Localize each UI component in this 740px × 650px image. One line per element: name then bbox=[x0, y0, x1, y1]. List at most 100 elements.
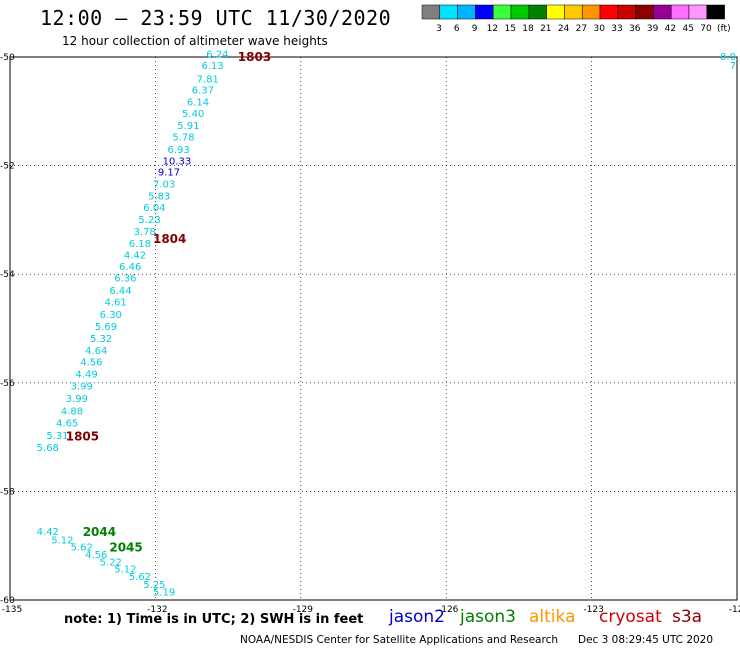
wave-height-point: 4.42 bbox=[124, 251, 146, 262]
wave-height-point: 6.37 bbox=[192, 86, 214, 97]
legend-swatch bbox=[528, 4, 547, 20]
x-tick-label: -129 bbox=[293, 605, 314, 615]
legend-swatch bbox=[546, 4, 565, 20]
legend-label: 27 bbox=[576, 24, 587, 34]
legend-swatch bbox=[670, 4, 690, 20]
legend-swatch bbox=[457, 4, 476, 20]
wave-height-point: 4.65 bbox=[56, 419, 78, 430]
wave-height-point: 5.12 bbox=[114, 565, 136, 576]
wave-height-point: 6.93 bbox=[168, 145, 190, 156]
plot-frame bbox=[9, 56, 738, 601]
legend-swatch bbox=[439, 4, 458, 20]
wave-height-point: 5.23 bbox=[138, 215, 160, 226]
legend-label: 9 bbox=[472, 24, 478, 34]
wave-height-point: 8.02 bbox=[720, 52, 740, 63]
wave-height-point: 4.61 bbox=[105, 297, 127, 308]
timestamp-text: Dec 3 08:29:45 UTC 2020 bbox=[578, 634, 714, 646]
wave-height-point: 6.18 bbox=[129, 239, 151, 250]
wave-height-point: 3.78 bbox=[134, 227, 156, 238]
wave-height-point: 5.83 bbox=[148, 192, 170, 203]
legend-swatch bbox=[688, 4, 708, 20]
wave-height-point: 5.78 bbox=[172, 132, 194, 143]
legend-swatch bbox=[653, 4, 672, 20]
legend-label: 30 bbox=[593, 24, 605, 34]
y-tick-label: -52 bbox=[0, 162, 15, 172]
wave-height-point: 3.99 bbox=[66, 394, 88, 405]
wave-height-point: 5.22 bbox=[100, 558, 122, 569]
satellite-s3a: s3a bbox=[672, 607, 703, 627]
x-tick-label: -126 bbox=[438, 605, 459, 615]
legend-swatch bbox=[492, 4, 512, 20]
legend-label: 21 bbox=[540, 24, 551, 34]
wave-height-point: 4.56 bbox=[85, 550, 107, 561]
wave-height-point: 7.81 bbox=[197, 74, 219, 85]
legend-swatch bbox=[564, 4, 583, 20]
wave-height-point: 6.44 bbox=[109, 286, 131, 297]
legend-label: 45 bbox=[682, 24, 693, 34]
wave-height-point: 5.68 bbox=[37, 443, 59, 454]
x-tick-label: -132 bbox=[147, 605, 167, 615]
y-tick-label: -50 bbox=[0, 53, 15, 63]
wave-height-point: 5.31 bbox=[46, 431, 68, 442]
legend-label: 24 bbox=[558, 24, 570, 34]
pass-time-label: 1803 bbox=[238, 50, 271, 64]
chart-subtitle: 12 hour collection of altimeter wave hei… bbox=[62, 34, 328, 48]
wave-height-point: 4.64 bbox=[85, 346, 107, 357]
wave-height-point: 10.33 bbox=[163, 156, 192, 167]
satellite-jason2: jason2 bbox=[389, 607, 445, 627]
legend-swatch bbox=[635, 4, 654, 20]
wave-height-point: 6.13 bbox=[201, 61, 223, 72]
footer-note: note: 1) Time is in UTC; 2) SWH is in fe… bbox=[64, 612, 364, 627]
wave-height-point: 6.46 bbox=[119, 262, 141, 273]
pass-time-label: 1805 bbox=[66, 430, 99, 444]
wave-height-point: 7.19 bbox=[730, 61, 740, 72]
satellite-jason3: jason3 bbox=[460, 607, 516, 627]
legend-label: 36 bbox=[629, 24, 641, 34]
credit-text: NOAA/NESDIS Center for Satellite Applica… bbox=[240, 634, 558, 646]
wave-height-point: 6.04 bbox=[143, 203, 165, 214]
wave-height-point: 9.17 bbox=[158, 168, 180, 179]
y-tick-label: -56 bbox=[0, 379, 15, 389]
satellite-cryosat: cryosat bbox=[599, 607, 662, 627]
wave-height-point: 5.62 bbox=[129, 572, 151, 583]
chart-title: 12:00 – 23:59 UTC 11/30/2020 bbox=[40, 6, 392, 30]
y-tick-label: -58 bbox=[0, 487, 15, 497]
wave-height-point: 5.12 bbox=[51, 535, 73, 546]
legend-swatch bbox=[475, 4, 494, 20]
wave-height-point: 4.88 bbox=[61, 407, 83, 418]
legend-label: 39 bbox=[647, 24, 659, 34]
color-scale-legend: 3 6 9 12 15 18 21 24 27 30 33 36 39 42 45 70 (ft) bbox=[421, 4, 731, 34]
legend-label: 12 bbox=[487, 24, 498, 34]
x-tick-label: -135 bbox=[2, 605, 22, 615]
satellite-altika: altika bbox=[529, 607, 576, 627]
wave-height-point: 6.14 bbox=[187, 98, 209, 109]
wave-height-point: 4.49 bbox=[75, 370, 97, 381]
wave-height-point: 7.03 bbox=[153, 180, 175, 191]
wave-height-point: 4.42 bbox=[37, 527, 59, 538]
wave-height-values: 6.246.13 7.816.376.145.405.915.78 6.9310.3… bbox=[37, 49, 740, 598]
y-tick-label: -60 bbox=[0, 596, 15, 606]
legend-label: 6 bbox=[454, 24, 460, 34]
legend-label: 15 bbox=[504, 24, 515, 34]
pass-time-label: 1804 bbox=[153, 232, 186, 246]
wave-height-point: 5.91 bbox=[177, 121, 199, 132]
x-tick-label: -120 bbox=[729, 605, 740, 615]
wave-height-point: 5.62 bbox=[71, 542, 93, 553]
wave-height-point: 3.99 bbox=[71, 382, 93, 393]
legend-swatch bbox=[421, 4, 441, 20]
wave-height-point: 6.36 bbox=[114, 274, 136, 285]
grid bbox=[10, 57, 737, 600]
legend-label: 33 bbox=[611, 24, 622, 34]
wave-height-point: 5.40 bbox=[182, 109, 204, 120]
wave-height-point: 5.32 bbox=[90, 334, 112, 345]
wave-height-point: 4.56 bbox=[80, 358, 102, 369]
legend-label: 42 bbox=[665, 24, 676, 34]
legend-swatch bbox=[617, 4, 636, 20]
legend-swatch bbox=[599, 4, 619, 20]
legend-swatch bbox=[706, 4, 725, 20]
legend-label: 18 bbox=[522, 24, 534, 34]
pass-time-label: 2045 bbox=[109, 540, 142, 554]
legend-label: 70 bbox=[700, 24, 712, 34]
legend-label: (ft) bbox=[717, 24, 731, 34]
